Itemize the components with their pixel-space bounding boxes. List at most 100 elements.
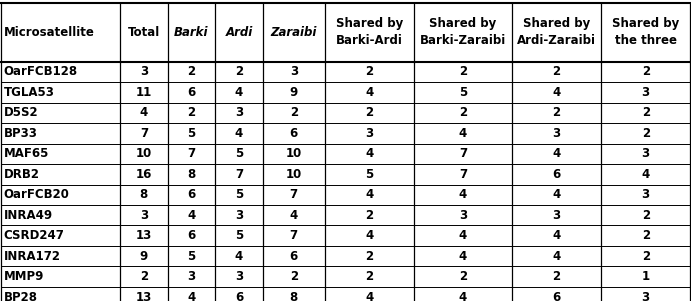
Text: INRA49: INRA49	[3, 209, 53, 222]
Text: 3: 3	[235, 270, 243, 283]
Text: 9: 9	[140, 250, 148, 263]
Text: 10: 10	[285, 147, 302, 160]
Text: 3: 3	[235, 209, 243, 222]
Text: 7: 7	[235, 168, 243, 181]
Text: Barki: Barki	[174, 26, 209, 39]
Text: 3: 3	[140, 65, 148, 79]
Text: BP28: BP28	[3, 290, 37, 301]
Text: TGLA53: TGLA53	[3, 86, 55, 99]
Text: 3: 3	[642, 290, 650, 301]
Text: 2: 2	[642, 106, 650, 119]
Text: 2: 2	[553, 65, 560, 79]
Text: 2: 2	[366, 250, 373, 263]
Text: 1: 1	[642, 270, 650, 283]
Text: 3: 3	[290, 65, 298, 79]
Text: 3: 3	[366, 127, 373, 140]
Text: 2: 2	[290, 270, 298, 283]
Text: 4: 4	[459, 188, 467, 201]
Text: 5: 5	[459, 86, 467, 99]
Text: Shared by: Shared by	[336, 17, 403, 30]
Text: MMP9: MMP9	[3, 270, 44, 283]
Text: 2: 2	[642, 65, 650, 79]
Text: INRA172: INRA172	[3, 250, 60, 263]
Text: Shared by: Shared by	[612, 17, 679, 30]
Text: 3: 3	[642, 86, 650, 99]
Text: OarFCB20: OarFCB20	[3, 188, 69, 201]
Text: 4: 4	[187, 209, 196, 222]
Text: 2: 2	[187, 65, 196, 79]
Text: 2: 2	[459, 270, 467, 283]
Text: 6: 6	[553, 290, 560, 301]
Text: 4: 4	[553, 188, 560, 201]
Text: 2: 2	[642, 127, 650, 140]
Text: 2: 2	[187, 106, 196, 119]
Text: 6: 6	[290, 127, 298, 140]
Text: 4: 4	[459, 229, 467, 242]
Text: 4: 4	[365, 188, 373, 201]
Text: 3: 3	[235, 106, 243, 119]
Text: 7: 7	[459, 147, 467, 160]
Text: 7: 7	[140, 127, 148, 140]
Text: 5: 5	[235, 188, 243, 201]
Text: 4: 4	[365, 86, 373, 99]
Text: 4: 4	[290, 209, 298, 222]
Text: 5: 5	[365, 168, 373, 181]
Text: 2: 2	[366, 106, 373, 119]
Text: Ardi-Zaraibi: Ardi-Zaraibi	[517, 34, 596, 47]
Text: 4: 4	[365, 229, 373, 242]
Text: 6: 6	[553, 168, 560, 181]
Text: 8: 8	[187, 168, 196, 181]
Text: 3: 3	[553, 127, 560, 140]
Text: DRB2: DRB2	[3, 168, 39, 181]
Text: 7: 7	[459, 168, 467, 181]
Text: Microsatellite: Microsatellite	[3, 26, 95, 39]
Text: 13: 13	[135, 290, 152, 301]
Text: 4: 4	[235, 86, 243, 99]
Text: 4: 4	[140, 106, 148, 119]
Text: 6: 6	[187, 86, 196, 99]
Text: 10: 10	[135, 147, 152, 160]
Text: 4: 4	[642, 168, 650, 181]
Text: 13: 13	[135, 229, 152, 242]
Text: 9: 9	[290, 86, 298, 99]
Text: 3: 3	[459, 209, 467, 222]
Text: BP33: BP33	[3, 127, 37, 140]
Text: 4: 4	[553, 229, 560, 242]
Text: Barki-Zaraibi: Barki-Zaraibi	[420, 34, 506, 47]
Text: 4: 4	[365, 147, 373, 160]
Text: 2: 2	[366, 209, 373, 222]
Text: 2: 2	[553, 106, 560, 119]
Text: 4: 4	[553, 147, 560, 160]
Text: MAF65: MAF65	[3, 147, 49, 160]
Text: 5: 5	[235, 147, 243, 160]
Text: 4: 4	[459, 127, 467, 140]
Text: 3: 3	[553, 209, 560, 222]
Text: 2: 2	[235, 65, 243, 79]
Text: 2: 2	[459, 65, 467, 79]
Text: 2: 2	[140, 270, 148, 283]
Text: Total: Total	[128, 26, 160, 39]
Text: 4: 4	[459, 250, 467, 263]
Text: 16: 16	[135, 168, 152, 181]
Text: 3: 3	[140, 209, 148, 222]
Text: 8: 8	[290, 290, 298, 301]
Text: 2: 2	[459, 106, 467, 119]
Text: 10: 10	[285, 168, 302, 181]
Text: Zaraibi: Zaraibi	[271, 26, 317, 39]
Text: 4: 4	[235, 250, 243, 263]
Text: 3: 3	[187, 270, 196, 283]
Text: 2: 2	[642, 229, 650, 242]
Text: 6: 6	[187, 188, 196, 201]
Text: OarFCB128: OarFCB128	[3, 65, 77, 79]
Text: 4: 4	[235, 127, 243, 140]
Text: 2: 2	[553, 270, 560, 283]
Text: 4: 4	[187, 290, 196, 301]
Text: 3: 3	[642, 188, 650, 201]
Text: 2: 2	[366, 270, 373, 283]
Text: 6: 6	[290, 250, 298, 263]
Text: 5: 5	[187, 127, 196, 140]
Text: Shared by: Shared by	[429, 17, 497, 30]
Text: 6: 6	[187, 229, 196, 242]
Text: 4: 4	[365, 290, 373, 301]
Text: 2: 2	[642, 250, 650, 263]
